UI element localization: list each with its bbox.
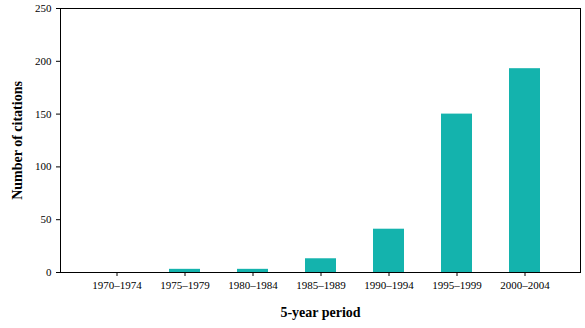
svg-text:1985–1989: 1985–1989	[296, 279, 346, 291]
svg-text:150: 150	[35, 108, 52, 120]
svg-text:0: 0	[46, 266, 52, 278]
svg-text:1995–1999: 1995–1999	[432, 279, 482, 291]
svg-text:100: 100	[35, 160, 52, 172]
svg-text:1980–1984: 1980–1984	[228, 279, 278, 291]
svg-text:2000–2004: 2000–2004	[500, 279, 550, 291]
svg-text:1990–1994: 1990–1994	[364, 279, 414, 291]
svg-text:Number of citations: Number of citations	[10, 81, 25, 200]
svg-text:1970–1974: 1970–1974	[92, 279, 142, 291]
svg-text:5-year period: 5-year period	[280, 305, 360, 320]
svg-text:1975–1979: 1975–1979	[160, 279, 210, 291]
svg-text:200: 200	[35, 55, 52, 67]
svg-text:50: 50	[41, 213, 53, 225]
svg-text:250: 250	[35, 2, 52, 14]
